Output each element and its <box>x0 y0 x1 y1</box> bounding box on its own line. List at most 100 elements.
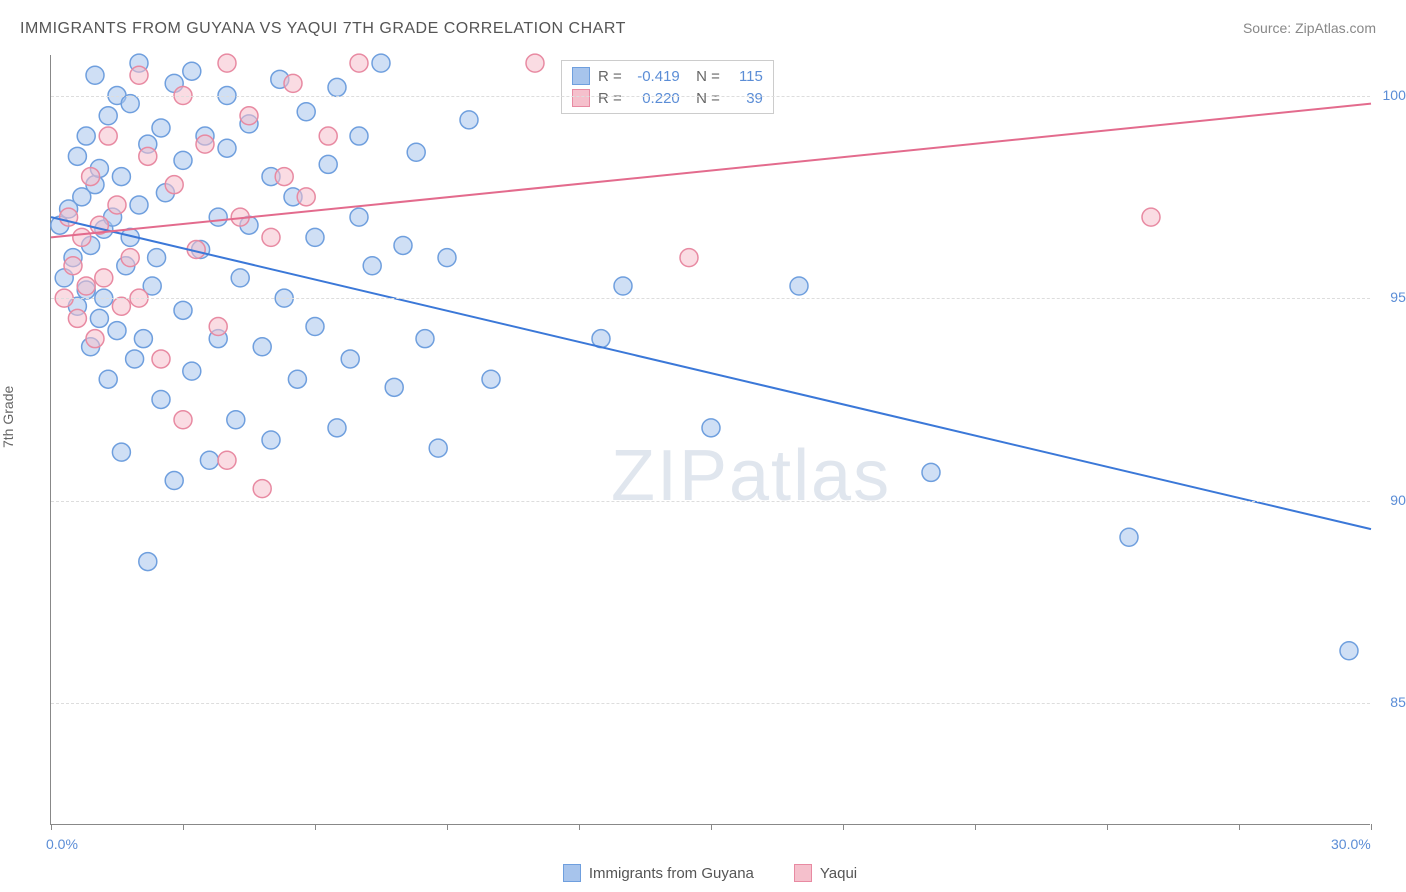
data-point <box>350 127 368 145</box>
data-point <box>68 309 86 327</box>
x-tick <box>183 824 184 830</box>
data-point <box>112 168 130 186</box>
data-point <box>306 318 324 336</box>
data-point <box>82 168 100 186</box>
x-tick <box>1371 824 1372 830</box>
x-tick <box>843 824 844 830</box>
data-point <box>1142 208 1160 226</box>
series-legend: Immigrants from GuyanaYaqui <box>50 864 1370 882</box>
data-point <box>139 147 157 165</box>
data-point <box>429 439 447 457</box>
trend-line <box>51 217 1371 529</box>
data-point <box>350 54 368 72</box>
data-point <box>460 111 478 129</box>
data-point <box>526 54 544 72</box>
y-tick-label: 85.0% <box>1390 694 1406 710</box>
y-tick-label: 100.0% <box>1383 87 1406 103</box>
n-value: 39 <box>728 90 763 107</box>
data-point <box>165 472 183 490</box>
data-point <box>134 330 152 348</box>
x-tick <box>315 824 316 830</box>
data-point <box>121 249 139 267</box>
data-point <box>702 419 720 437</box>
x-tick <box>1239 824 1240 830</box>
legend-label: Immigrants from Guyana <box>589 865 754 882</box>
data-point <box>86 66 104 84</box>
data-point <box>297 103 315 121</box>
data-point <box>227 411 245 429</box>
data-point <box>209 318 227 336</box>
legend-swatch <box>572 67 590 85</box>
data-point <box>262 431 280 449</box>
legend-item: Immigrants from Guyana <box>563 864 754 882</box>
data-point <box>288 370 306 388</box>
data-point <box>152 119 170 137</box>
r-value: -0.419 <box>630 68 680 85</box>
data-point <box>319 127 337 145</box>
data-point <box>64 257 82 275</box>
x-tick <box>1107 824 1108 830</box>
data-point <box>77 277 95 295</box>
data-point <box>416 330 434 348</box>
data-point <box>112 443 130 461</box>
y-axis-label: 7th Grade <box>0 386 16 448</box>
data-point <box>319 155 337 173</box>
data-point <box>350 208 368 226</box>
y-tick-label: 95.0% <box>1390 289 1406 305</box>
data-point <box>121 95 139 113</box>
data-point <box>253 338 271 356</box>
data-point <box>112 297 130 315</box>
source-label: Source: ZipAtlas.com <box>1243 20 1376 36</box>
data-point <box>385 378 403 396</box>
data-point <box>99 127 117 145</box>
data-point <box>86 330 104 348</box>
data-point <box>218 54 236 72</box>
x-tick-label: 30.0% <box>1331 836 1371 852</box>
data-point <box>328 419 346 437</box>
gridline <box>51 501 1370 502</box>
data-point <box>68 147 86 165</box>
data-point <box>231 269 249 287</box>
legend-swatch <box>572 89 590 107</box>
data-point <box>174 301 192 319</box>
data-point <box>328 78 346 96</box>
x-tick <box>447 824 448 830</box>
n-label: N = <box>688 68 720 85</box>
data-point <box>95 269 113 287</box>
data-point <box>139 553 157 571</box>
data-point <box>200 451 218 469</box>
data-point <box>77 127 95 145</box>
data-point <box>130 196 148 214</box>
correlation-legend: R = -0.419 N = 115 R = 0.220 N = 39 <box>561 60 774 114</box>
data-point <box>262 228 280 246</box>
data-point <box>148 249 166 267</box>
x-tick <box>579 824 580 830</box>
data-point <box>108 196 126 214</box>
data-point <box>297 188 315 206</box>
data-point <box>209 208 227 226</box>
n-label: N = <box>688 90 720 107</box>
data-point <box>680 249 698 267</box>
x-tick-label: 0.0% <box>46 836 78 852</box>
r-value: 0.220 <box>630 90 680 107</box>
data-point <box>183 362 201 380</box>
data-point <box>407 143 425 161</box>
data-point <box>183 62 201 80</box>
data-point <box>218 451 236 469</box>
data-point <box>196 135 214 153</box>
data-point <box>341 350 359 368</box>
data-point <box>438 249 456 267</box>
data-point <box>108 322 126 340</box>
scatter-svg <box>51 55 1370 824</box>
x-tick <box>711 824 712 830</box>
data-point <box>275 168 293 186</box>
n-value: 115 <box>728 68 763 85</box>
r-label: R = <box>598 90 622 107</box>
data-point <box>90 309 108 327</box>
data-point <box>482 370 500 388</box>
data-point <box>174 411 192 429</box>
x-tick <box>51 824 52 830</box>
data-point <box>372 54 390 72</box>
data-point <box>363 257 381 275</box>
data-point <box>394 236 412 254</box>
